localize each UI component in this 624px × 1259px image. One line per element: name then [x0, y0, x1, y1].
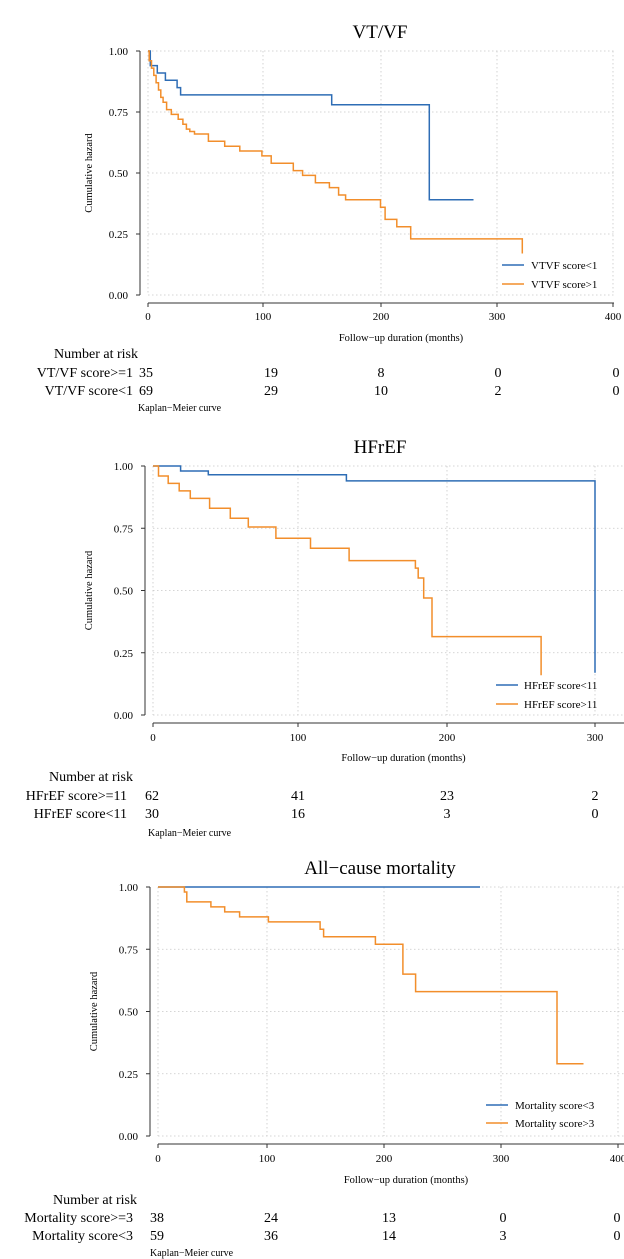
x-axis-label: Follow−up duration (months)	[339, 333, 464, 344]
risk-table-header: Number at risk	[54, 347, 138, 362]
risk-count: 0	[614, 1229, 621, 1244]
risk-count: 16	[291, 807, 305, 822]
x-axis-label: Follow−up duration (months)	[341, 753, 466, 764]
x-tick-label: 200	[439, 732, 456, 744]
risk-count: 0	[614, 1211, 621, 1226]
chart-title: HFrEF	[354, 437, 407, 458]
x-tick-label: 300	[587, 732, 604, 744]
y-tick-label: 0.00	[114, 710, 134, 722]
risk-table-caption: Kaplan−Meier curve	[150, 1248, 234, 1259]
risk-count: 35	[139, 366, 153, 381]
y-tick-label: 0.25	[119, 1069, 139, 1081]
risk-count: 13	[382, 1211, 396, 1226]
series-line-low-score	[153, 465, 596, 673]
risk-count: 38	[150, 1211, 164, 1226]
x-tick-label: 0	[145, 311, 151, 323]
y-tick-label: 0.50	[119, 1007, 139, 1019]
risk-count: 23	[440, 789, 454, 804]
legend-label: HFrEF score<11	[524, 680, 597, 692]
chart-title: All−cause mortality	[304, 858, 456, 879]
y-tick-label: 0.50	[109, 168, 129, 180]
y-tick-label: 1.00	[119, 882, 139, 894]
risk-count: 0	[613, 384, 620, 399]
legend-label: Mortality score<3	[515, 1100, 595, 1112]
y-tick-label: 0.75	[119, 944, 139, 956]
risk-count: 29	[264, 384, 278, 399]
x-tick-label: 300	[493, 1153, 510, 1165]
risk-count: 14	[382, 1229, 396, 1244]
risk-row-label: VT/VF score>=1	[37, 366, 133, 381]
y-axis-label: Cumulative hazard	[84, 132, 95, 212]
risk-count: 2	[495, 384, 502, 399]
risk-table-header: Number at risk	[49, 770, 133, 785]
risk-count: 62	[145, 789, 159, 804]
x-tick-label: 100	[259, 1153, 276, 1165]
x-tick-label: 400	[605, 311, 622, 323]
risk-count: 10	[374, 384, 388, 399]
risk-count: 59	[150, 1229, 164, 1244]
risk-count: 41	[291, 789, 305, 804]
y-tick-label: 0.75	[114, 523, 134, 535]
series-line-high-score	[158, 886, 584, 1065]
y-tick-label: 0.00	[119, 1131, 139, 1143]
risk-count: 2	[592, 789, 599, 804]
risk-count: 19	[264, 366, 278, 381]
x-tick-label: 0	[155, 1153, 161, 1165]
risk-row-label: HFrEF score>=11	[26, 789, 127, 804]
risk-count: 24	[264, 1211, 278, 1226]
y-tick-label: 0.25	[114, 648, 134, 660]
risk-count: 3	[444, 807, 451, 822]
series-line-high-score	[153, 465, 542, 676]
risk-count: 0	[592, 807, 599, 822]
risk-count: 36	[264, 1229, 278, 1244]
y-tick-label: 0.25	[109, 229, 129, 241]
x-tick-label: 300	[489, 311, 506, 323]
x-tick-label: 0	[150, 732, 156, 744]
legend-label: HFrEF score>11	[524, 699, 597, 711]
y-axis-label: Cumulative hazard	[84, 550, 95, 630]
risk-table-caption: Kaplan−Meier curve	[148, 828, 232, 839]
risk-count: 0	[500, 1211, 507, 1226]
x-tick-label: 100	[255, 311, 272, 323]
x-tick-label: 400	[610, 1153, 624, 1165]
x-tick-label: 200	[373, 311, 390, 323]
risk-count: 3	[500, 1229, 507, 1244]
risk-row-label: HFrEF score<11	[34, 807, 127, 822]
y-tick-label: 1.00	[114, 461, 134, 473]
series-line-low-score	[148, 50, 474, 201]
y-tick-label: 0.75	[109, 107, 129, 119]
risk-row-label: VT/VF score<1	[45, 384, 133, 399]
y-axis-label: Cumulative hazard	[89, 971, 100, 1051]
risk-table-header: Number at risk	[53, 1193, 137, 1208]
x-tick-label: 100	[290, 732, 307, 744]
series-line-high-score	[148, 50, 524, 254]
risk-count: 0	[613, 366, 620, 381]
risk-count: 8	[378, 366, 385, 381]
risk-table-caption: Kaplan−Meier curve	[138, 403, 222, 414]
risk-count: 0	[495, 366, 502, 381]
x-tick-label: 200	[376, 1153, 393, 1165]
risk-row-label: Mortality score>=3	[24, 1211, 133, 1226]
risk-count: 69	[139, 384, 153, 399]
y-tick-label: 0.50	[114, 586, 134, 598]
y-tick-label: 0.00	[109, 290, 129, 302]
chart-title: VT/VF	[353, 22, 408, 43]
y-tick-label: 1.00	[109, 46, 129, 58]
x-axis-label: Follow−up duration (months)	[344, 1175, 469, 1186]
legend-label: VTVF score<1	[531, 260, 597, 272]
legend-label: Mortality score>3	[515, 1118, 595, 1130]
risk-row-label: Mortality score<3	[32, 1229, 133, 1244]
risk-count: 30	[145, 807, 159, 822]
legend-label: VTVF score>1	[531, 279, 597, 291]
